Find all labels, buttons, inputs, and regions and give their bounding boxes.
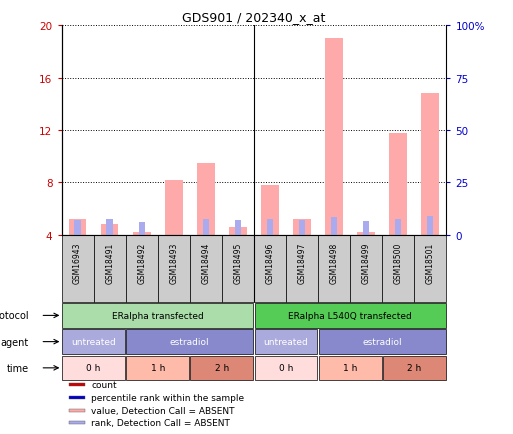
Bar [350,235,382,302]
Bar [382,235,415,302]
Bar [299,220,305,235]
Bar [158,235,190,302]
Text: GSM18498: GSM18498 [329,242,339,283]
Bar [62,329,125,354]
Text: value, Detection Call = ABSENT: value, Detection Call = ABSENT [91,406,234,415]
Bar [254,235,286,302]
Bar [203,219,209,235]
Text: 0 h: 0 h [86,364,101,372]
Bar [254,356,318,380]
Bar [319,356,382,380]
Bar [422,94,439,235]
Bar [222,235,254,302]
Text: rank, Detection Call = ABSENT: rank, Detection Call = ABSENT [91,418,230,427]
Bar [62,235,93,302]
Bar [235,220,241,235]
Text: 2 h: 2 h [407,364,421,372]
Bar [389,133,407,235]
Bar [69,409,85,412]
Bar [69,384,85,386]
Bar [261,186,279,235]
Bar [267,220,273,235]
Bar [395,219,401,235]
Text: untreated: untreated [71,337,116,346]
Bar [126,235,158,302]
Bar [126,356,189,380]
Bar [139,222,145,235]
Bar [363,222,369,235]
Bar [69,220,86,235]
Text: ERalpha L540Q transfected: ERalpha L540Q transfected [288,311,412,320]
Bar [358,233,375,235]
Bar [107,220,113,235]
Bar [331,218,337,235]
Text: GSM18497: GSM18497 [298,242,307,283]
Bar [126,329,253,354]
Bar [133,233,150,235]
Text: 2 h: 2 h [215,364,229,372]
Text: estradiol: estradiol [362,337,402,346]
Bar [197,163,214,235]
Bar [62,303,253,328]
Bar [229,227,247,235]
Text: GSM18492: GSM18492 [137,242,146,283]
Bar [101,225,119,235]
Text: GSM18501: GSM18501 [426,242,435,283]
Text: 1 h: 1 h [343,364,358,372]
Bar [165,181,183,235]
Text: percentile rank within the sample: percentile rank within the sample [91,393,244,402]
Bar [286,235,318,302]
Text: 1 h: 1 h [150,364,165,372]
Bar [254,303,446,328]
Bar [69,396,85,399]
Bar [190,356,253,380]
Text: GSM18500: GSM18500 [393,242,403,283]
Text: count: count [91,381,117,389]
Text: time: time [7,363,29,373]
Text: ERalpha transfected: ERalpha transfected [112,311,204,320]
Bar [318,235,350,302]
Bar [190,235,222,302]
Bar [427,217,433,235]
Text: GSM16943: GSM16943 [73,242,82,283]
Bar [319,329,446,354]
Text: GSM18494: GSM18494 [201,242,210,283]
Bar [325,39,343,235]
Bar [69,421,85,424]
Text: GSM18495: GSM18495 [233,242,243,283]
Bar [62,356,125,380]
Text: GSM18493: GSM18493 [169,242,179,283]
Bar [415,235,446,302]
Text: GSM18491: GSM18491 [105,242,114,283]
Text: protocol: protocol [0,311,29,321]
Text: GSM18496: GSM18496 [265,242,274,283]
Title: GDS901 / 202340_x_at: GDS901 / 202340_x_at [182,10,326,23]
Text: estradiol: estradiol [170,337,210,346]
Bar [93,235,126,302]
Bar [293,220,311,235]
Text: GSM18499: GSM18499 [362,242,371,283]
Bar [254,329,318,354]
Bar [383,356,446,380]
Text: agent: agent [1,337,29,347]
Text: 0 h: 0 h [279,364,293,372]
Text: untreated: untreated [264,337,308,346]
Bar [74,220,81,235]
